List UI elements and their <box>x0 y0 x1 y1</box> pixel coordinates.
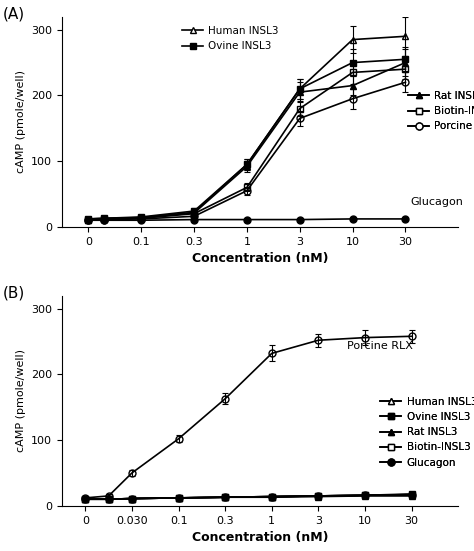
Text: Glucagon: Glucagon <box>410 197 464 207</box>
X-axis label: Concentration (nM): Concentration (nM) <box>192 252 328 265</box>
Y-axis label: cAMP (pmole/well): cAMP (pmole/well) <box>16 349 26 452</box>
Legend: Human INSL3, Ovine INSL3, Rat INSL3, Biotin-INSL3, Glucagon: Human INSL3, Ovine INSL3, Rat INSL3, Bio… <box>376 393 474 472</box>
X-axis label: Concentration (nM): Concentration (nM) <box>192 531 328 544</box>
Y-axis label: cAMP (pmole/well): cAMP (pmole/well) <box>16 70 26 173</box>
Text: (B): (B) <box>3 285 25 300</box>
Text: (A): (A) <box>3 6 25 21</box>
Text: Porcine RLX: Porcine RLX <box>347 341 413 351</box>
Legend: Rat INSL3, Biotin-INSL3, Porcine RLX: Rat INSL3, Biotin-INSL3, Porcine RLX <box>404 87 474 136</box>
